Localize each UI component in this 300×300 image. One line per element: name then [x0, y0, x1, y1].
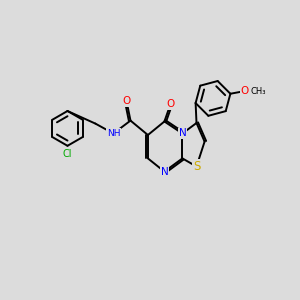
- Text: O: O: [122, 96, 131, 106]
- Text: NH: NH: [107, 129, 120, 138]
- Text: N: N: [178, 128, 186, 139]
- Text: CH₃: CH₃: [250, 87, 266, 96]
- Text: O: O: [166, 99, 175, 110]
- Text: O: O: [240, 86, 249, 96]
- Text: N: N: [160, 167, 168, 177]
- Text: Cl: Cl: [63, 149, 72, 159]
- Text: S: S: [193, 160, 200, 173]
